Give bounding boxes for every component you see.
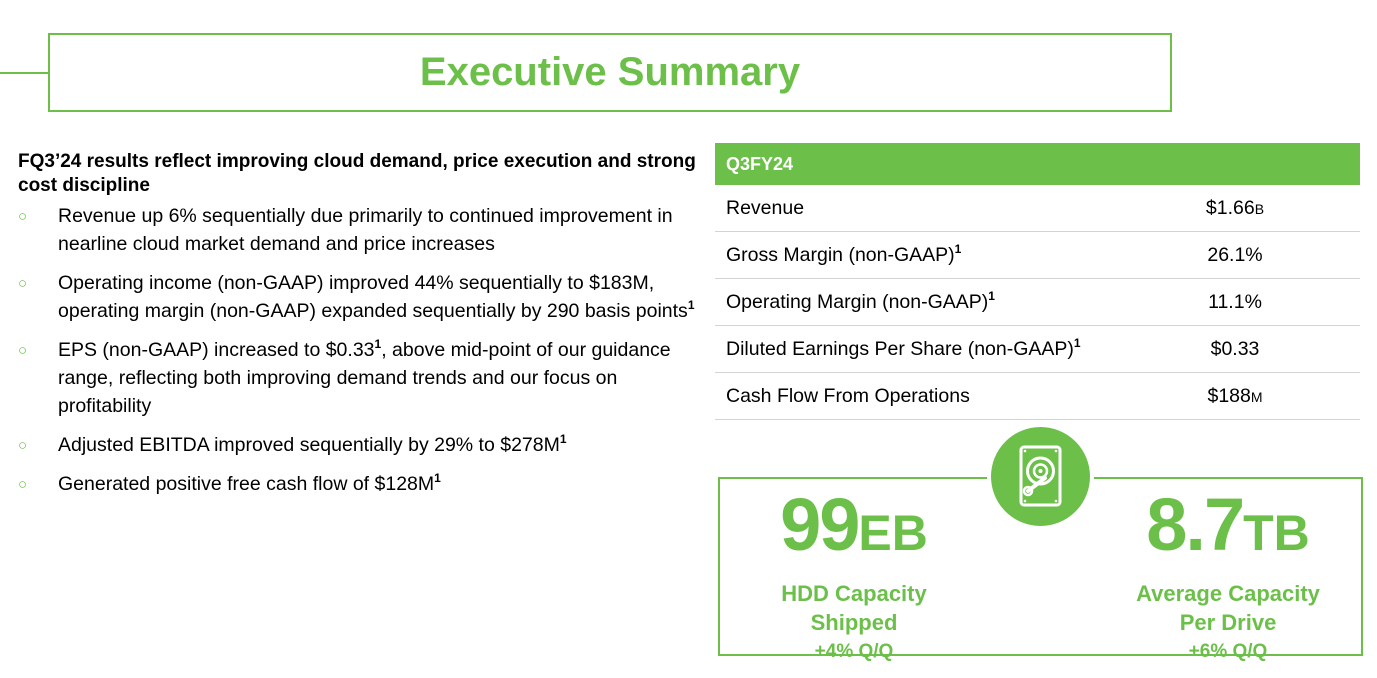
kpi-value: 99EB — [780, 483, 928, 566]
row-label: Operating Margin (non-GAAP)1 — [726, 288, 995, 313]
bullet-text: Revenue up 6% sequentially due primarily… — [58, 205, 673, 255]
kpi-change: +6% Q/Q — [1188, 641, 1268, 662]
kpi-value: 8.7TB — [1146, 483, 1310, 566]
kpi-average-capacity: 8.7TB Average Capacity Per Drive +6% Q/Q — [1098, 487, 1358, 665]
row-label: Diluted Earnings Per Share (non-GAAP)1 — [726, 335, 1081, 360]
kpi-change: +4% Q/Q — [814, 641, 894, 662]
bullet-text: Adjusted EBITDA improved sequentially by… — [58, 434, 560, 456]
page-title: Executive Summary — [419, 50, 801, 94]
bullet-circle-icon: ○ — [18, 476, 28, 493]
row-value: $188M — [1207, 384, 1263, 407]
hard-drive-icon — [987, 423, 1094, 530]
row-label: Revenue — [726, 196, 805, 219]
row-value: 26.1% — [1207, 243, 1263, 266]
row-value: $1.66B — [1205, 196, 1265, 219]
footnote-marker: 1 — [434, 471, 441, 485]
kpi-hdd-capacity: 99EB HDD Capacity Shipped +4% Q/Q — [724, 487, 984, 665]
footnote-marker: 1 — [687, 298, 695, 312]
footnote-marker: 1 — [374, 337, 382, 351]
table-row: Gross Margin (non-GAAP)1 26.1% — [715, 232, 1360, 279]
bullet-circle-icon: ○ — [18, 342, 28, 359]
bullet-item: ○ Adjusted EBITDA improved sequentially … — [18, 431, 698, 459]
row-label: Cash Flow From Operations — [726, 384, 970, 407]
row-value: $0.33 — [1210, 337, 1260, 360]
table-header: Q3FY24 — [715, 143, 1360, 185]
bullet-text: Generated positive free cash flow of $12… — [58, 473, 435, 495]
results-table: Q3FY24 Revenue $1.66B Gross Margin (non-… — [715, 143, 1360, 420]
table-row: Revenue $1.66B — [715, 185, 1360, 232]
bullet-item: ○ Generated positive free cash flow of $… — [18, 470, 698, 498]
table-row: Cash Flow From Operations $188M — [715, 373, 1360, 420]
summary-headline: FQ3’24 results reflect improving cloud d… — [18, 151, 696, 196]
bullet-item: ○ Operating income (non-GAAP) improved 4… — [18, 269, 698, 325]
table-row: Diluted Earnings Per Share (non-GAAP)1 $… — [715, 326, 1360, 373]
bullet-circle-icon: ○ — [18, 275, 28, 292]
summary-bullets: ○ Revenue up 6% sequentially due primari… — [18, 202, 698, 498]
row-label: Gross Margin (non-GAAP)1 — [726, 241, 962, 266]
bullet-circle-icon: ○ — [18, 208, 28, 225]
bullet-circle-icon: ○ — [18, 437, 28, 454]
bullet-item: ○ EPS (non-GAAP) increased to $0.331, ab… — [18, 336, 698, 420]
title-banner: Executive Summary — [48, 33, 1172, 112]
footnote-marker: 1 — [559, 432, 567, 446]
bullet-text: Operating income (non-GAAP) improved 44%… — [58, 272, 688, 322]
table-row: Operating Margin (non-GAAP)1 11.1% — [715, 279, 1360, 326]
row-value: 11.1% — [1208, 290, 1262, 313]
bullet-item: ○ Revenue up 6% sequentially due primari… — [18, 202, 698, 258]
bullet-text-continued: , above mid-point of our guidance range,… — [58, 339, 671, 417]
kpi-label: HDD Capacity Shipped — [781, 581, 927, 635]
bullet-text: EPS (non-GAAP) increased to $0.33 — [58, 339, 375, 361]
title-accent-line — [0, 72, 50, 74]
summary-section: FQ3’24 results reflect improving cloud d… — [18, 150, 698, 509]
kpi-label: Average Capacity Per Drive — [1136, 581, 1320, 635]
